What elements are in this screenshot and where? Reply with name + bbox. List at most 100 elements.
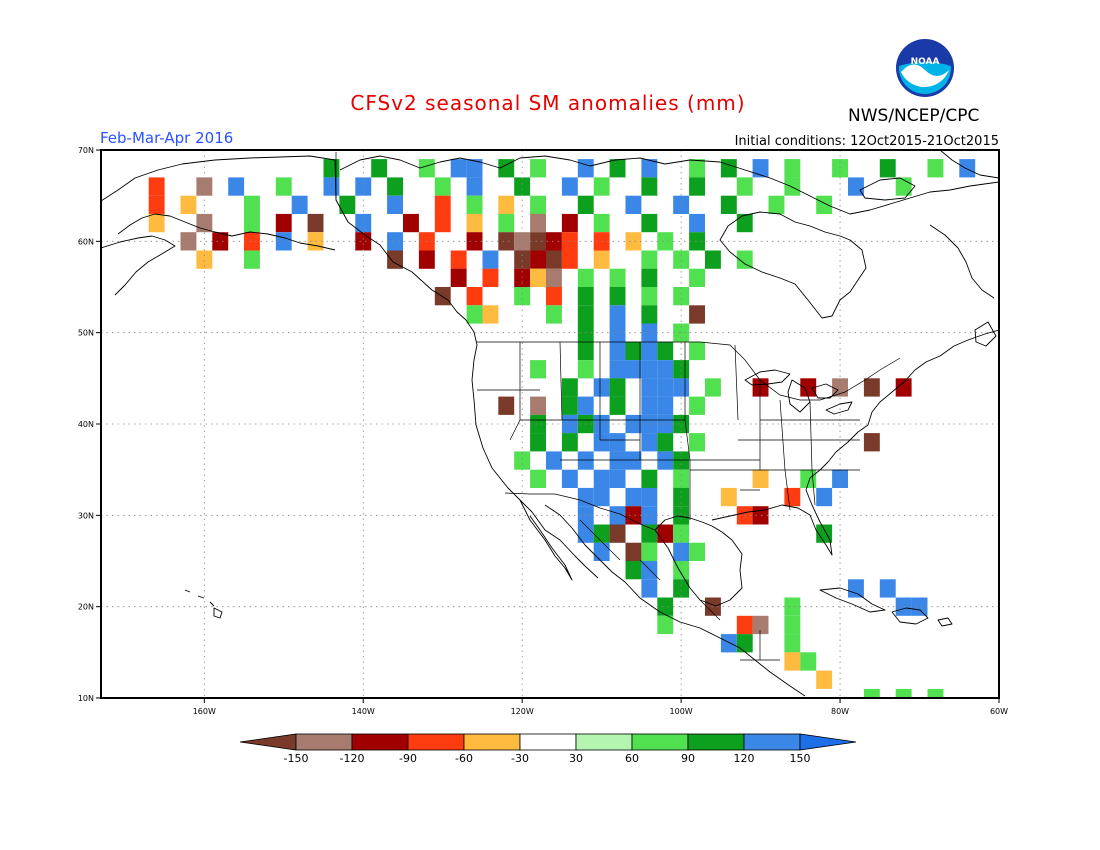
anomaly-cell <box>609 396 626 415</box>
anomaly-cell <box>180 195 197 214</box>
colorbar-segment <box>631 733 689 751</box>
anomaly-cell <box>371 159 388 178</box>
anomaly-cell <box>895 378 912 397</box>
anomaly-cell <box>641 542 658 561</box>
anomaly-cell <box>514 177 531 196</box>
anomaly-cell <box>816 524 833 543</box>
anomaly-cell <box>609 305 626 324</box>
anomaly-cell <box>228 177 245 196</box>
anomaly-cell <box>212 232 229 251</box>
colorbar-label: -90 <box>399 752 417 765</box>
colorbar-segment <box>743 733 801 751</box>
anomaly-cell <box>530 232 546 251</box>
anomaly-cell <box>736 177 753 196</box>
anomaly-cell <box>752 469 769 488</box>
anomaly-cell <box>863 378 880 397</box>
colorbar-label: 150 <box>790 752 811 765</box>
anomaly-cell <box>879 159 896 178</box>
x-tick-label: 120W <box>511 707 534 716</box>
anomaly-cell <box>927 688 944 698</box>
anomaly-cell <box>530 433 546 452</box>
anomaly-cell <box>434 177 451 196</box>
graticule <box>101 150 999 698</box>
anomaly-cell <box>561 177 578 196</box>
chart-title: CFSv2 seasonal SM anomalies (mm) <box>350 91 745 115</box>
anomaly-cell <box>768 195 785 214</box>
anomaly-cell <box>530 414 546 434</box>
anomaly-cell <box>593 213 610 233</box>
anomaly-cell <box>514 451 531 470</box>
anomaly-cell <box>275 213 292 233</box>
anomaly-cell <box>387 232 403 251</box>
anomaly-cell <box>498 396 515 415</box>
anomaly-cell <box>180 232 197 251</box>
anomaly-cell <box>689 433 705 452</box>
anomaly-cell <box>609 341 626 361</box>
anomaly-cell <box>593 177 610 196</box>
anomaly-cell <box>800 652 817 671</box>
colorbar-label: -60 <box>455 752 473 765</box>
anomaly-cell <box>673 451 690 470</box>
anomaly-cell <box>450 268 467 287</box>
anomaly-cell <box>561 433 578 452</box>
x-tick-label: 80W <box>831 707 849 716</box>
anomaly-cell <box>625 542 642 561</box>
anomaly-cell <box>879 579 896 598</box>
anomaly-cell <box>641 414 658 434</box>
anomaly-cell <box>689 177 705 196</box>
anomaly-cell <box>561 250 578 269</box>
anomaly-cell <box>244 232 260 251</box>
anomaly-cell <box>657 615 674 635</box>
agency-label: NWS/NCEP/CPC <box>848 106 979 126</box>
y-tick-label: 40N <box>78 420 94 429</box>
anomaly-cell <box>625 561 642 580</box>
anomaly-cell <box>625 195 642 214</box>
anomaly-cell <box>736 213 753 233</box>
anomaly-cell <box>641 433 658 452</box>
anomaly-cell <box>355 177 372 196</box>
anomaly-cell <box>641 213 658 233</box>
anomaly-cell <box>784 487 801 507</box>
anomaly-cell <box>482 305 499 324</box>
anomaly-cell <box>895 688 912 698</box>
anomaly-cell <box>673 414 690 434</box>
anomaly-cell <box>307 213 324 233</box>
anomaly-cell <box>466 232 483 251</box>
anomaly-cell <box>816 487 833 507</box>
anomaly-cell <box>577 524 594 543</box>
anomaly-cell <box>673 250 690 269</box>
anomaly-cell <box>657 360 674 379</box>
anomaly-cell <box>577 268 594 287</box>
anomaly-cell <box>403 213 419 233</box>
anomaly-cell <box>625 360 642 379</box>
anomaly-cell <box>625 506 642 525</box>
anomaly-cell <box>641 360 658 379</box>
anomaly-cell <box>418 250 435 269</box>
anomaly-cell <box>816 670 833 689</box>
anomaly-cell <box>609 469 626 488</box>
anomaly-cell <box>450 250 467 269</box>
anomaly-cell <box>387 195 403 214</box>
anomaly-cell <box>673 524 690 543</box>
anomaly-cell <box>784 159 801 178</box>
forecast-period: Feb-Mar-Apr 2016 <box>100 129 233 147</box>
anomaly-cell <box>244 213 260 233</box>
anomaly-cell <box>784 615 801 635</box>
anomaly-cell <box>593 433 610 452</box>
anomaly-cell <box>196 177 213 196</box>
y-tick-label: 30N <box>78 511 94 520</box>
anomaly-cell <box>498 195 515 214</box>
y-tick-label: 70N <box>78 146 94 155</box>
anomaly-cell <box>577 360 594 379</box>
anomaly-cell <box>689 396 705 415</box>
x-tick-label: 100W <box>670 707 693 716</box>
colorbar-segment <box>295 733 353 751</box>
initial-conditions-label: Initial conditions: 12Oct2015-21Oct2015 <box>735 134 999 149</box>
anomaly-cell <box>530 250 546 269</box>
anomaly-cell <box>720 195 737 214</box>
anomaly-cell <box>196 250 213 269</box>
anomaly-cell <box>609 159 626 178</box>
anomaly-cell <box>482 268 499 287</box>
anomaly-cell <box>641 396 658 415</box>
anomaly-cell <box>275 177 292 196</box>
